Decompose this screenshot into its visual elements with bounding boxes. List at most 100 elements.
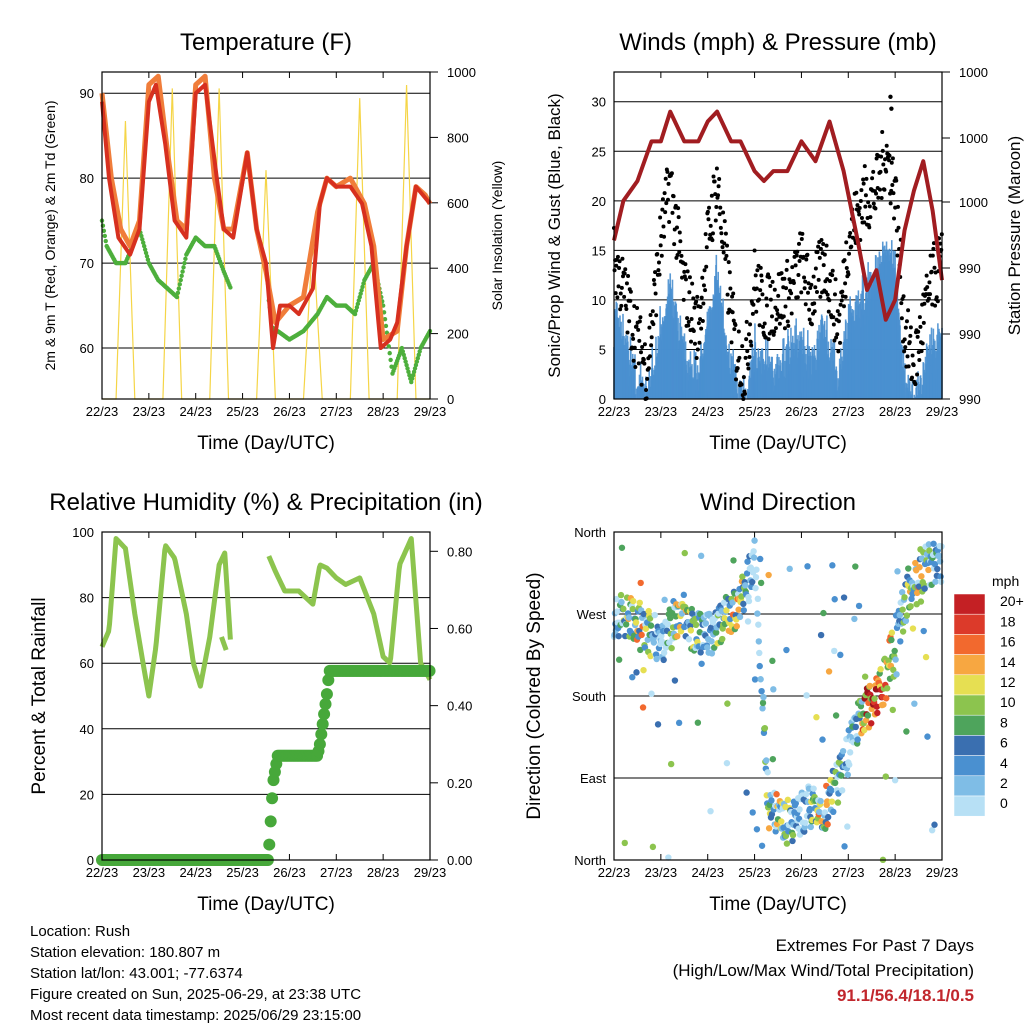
direction-point (854, 736, 861, 743)
direction-point (924, 733, 931, 740)
gust-point (729, 340, 734, 345)
gust-point (882, 187, 887, 192)
direction-point (629, 605, 636, 613)
speed-legend-label: 12 (1000, 674, 1016, 690)
direction-panel: Wind Direction 22/23 23/23 24/23 25/23 26/23 2… (524, 489, 958, 915)
direction-point (756, 555, 764, 563)
dewpoint-point (416, 352, 421, 358)
direction-point (644, 636, 651, 643)
gust-point (849, 244, 854, 249)
direction-point (824, 798, 831, 805)
gust-point (910, 375, 915, 380)
gust-point (786, 296, 791, 301)
gust-point (832, 292, 837, 297)
direction-point (753, 826, 761, 833)
solar-insolation-line (102, 85, 430, 400)
direction-point (707, 807, 714, 815)
direction-point (804, 563, 811, 570)
direction-point (615, 656, 623, 663)
speed-legend-swatch (953, 694, 986, 716)
direction-point (885, 657, 892, 664)
gust-point (859, 215, 864, 220)
gust-point (744, 337, 749, 342)
gust-point (706, 217, 711, 222)
gust-point (682, 269, 687, 274)
rainfall-series (96, 664, 436, 866)
direction-y-tick-label: West (577, 607, 607, 622)
direction-point (840, 594, 848, 601)
direction-point (922, 653, 930, 661)
direction-point (744, 558, 751, 565)
gust-point (905, 354, 910, 359)
rainfall-point (322, 674, 335, 687)
direction-xlabel: Time (Day/UTC) (709, 894, 847, 915)
gust-point (750, 311, 755, 316)
gust-point (635, 305, 640, 310)
temperature-y-tick-label: 90 (80, 86, 94, 101)
winds-x-tick-label: 25/23 (738, 404, 771, 419)
gust-point (645, 376, 650, 381)
gust-point (633, 364, 638, 369)
gust-point (675, 252, 680, 257)
gust-point (733, 322, 738, 327)
direction-point (796, 806, 803, 813)
direction-point (772, 828, 779, 835)
temperature-y2-tick-label: 1000 (447, 65, 476, 80)
temperature-frame (101, 71, 431, 400)
dewpoint-point (179, 273, 184, 279)
direction-point (687, 627, 695, 634)
extremes-box: Extremes For Past 7 Days (High/Low/Max W… (673, 933, 974, 1008)
gust-point (812, 309, 817, 314)
gust-point (697, 340, 702, 345)
direction-point (697, 552, 705, 560)
gust-point (667, 219, 672, 224)
gust-point (646, 366, 651, 371)
gust-point (926, 296, 931, 301)
direction-point (768, 797, 775, 804)
gust-point (835, 332, 840, 337)
gust-point (847, 234, 852, 239)
gust-point (795, 295, 800, 300)
direction-y-tick-label: East (580, 771, 606, 786)
gust-point (890, 156, 895, 161)
gust-point (858, 198, 863, 203)
chart-figure: Temperature (F) 22/23 23/23 24/23 25/23 26/23… (29, 29, 1024, 915)
gust-point (692, 305, 697, 310)
direction-point (618, 598, 625, 606)
direction-point (882, 773, 889, 780)
gust-point (919, 349, 924, 354)
gust-point (670, 210, 675, 215)
speed-legend-swatch (953, 714, 986, 736)
gust-point (631, 358, 636, 363)
gust-point (656, 268, 661, 273)
direction-point (751, 676, 759, 683)
speed-legend-label: 2 (1000, 775, 1008, 791)
gust-point (921, 320, 926, 325)
gust-point (628, 298, 633, 303)
gust-point (768, 297, 773, 302)
direction-point (925, 566, 932, 574)
gust-point (671, 194, 676, 199)
direction-point (834, 799, 842, 806)
speed-legend-swatch (953, 613, 986, 635)
direction-point (888, 636, 895, 644)
direction-point (898, 589, 906, 596)
gust-point (698, 305, 703, 310)
gust-point (916, 329, 921, 334)
gust-point (922, 301, 927, 306)
direction-point (937, 578, 945, 585)
gust-point (913, 382, 918, 387)
elevation-text: Station elevation: 180.807 m (30, 944, 221, 961)
gust-point (717, 176, 722, 181)
gust-point (660, 207, 665, 212)
gust-point (880, 148, 885, 153)
humidity-x-tick-label: 23/23 (133, 865, 166, 880)
dewpoint-point (140, 237, 145, 242)
gust-point (899, 316, 904, 321)
direction-point (891, 647, 898, 655)
direction-point (650, 639, 658, 646)
direction-point (864, 712, 872, 719)
gust-point (934, 295, 939, 300)
gust-point (775, 308, 780, 313)
dewpoint-point (360, 284, 365, 290)
